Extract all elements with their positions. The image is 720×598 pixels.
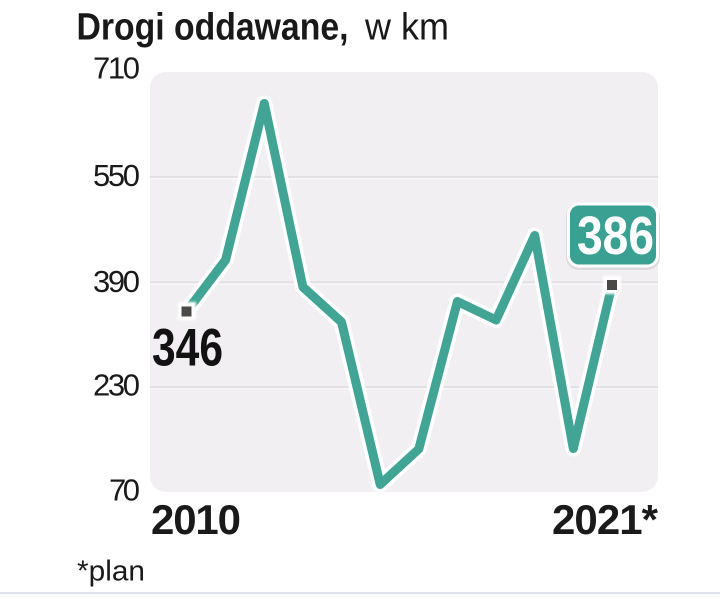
svg-text:230: 230 [93, 368, 140, 403]
svg-text:2021*: 2021* [552, 496, 659, 543]
svg-text:346: 346 [152, 319, 223, 378]
svg-text:386: 386 [577, 206, 654, 266]
svg-text:*plan: *plan [77, 556, 145, 588]
svg-text:70: 70 [109, 473, 140, 508]
svg-text:710: 710 [93, 51, 140, 86]
svg-text:550: 550 [93, 158, 140, 193]
svg-text:Drogi oddawane,w km: Drogi oddawane, w km [77, 6, 450, 48]
svg-text:390: 390 [93, 264, 140, 299]
svg-text:2010: 2010 [151, 496, 241, 543]
